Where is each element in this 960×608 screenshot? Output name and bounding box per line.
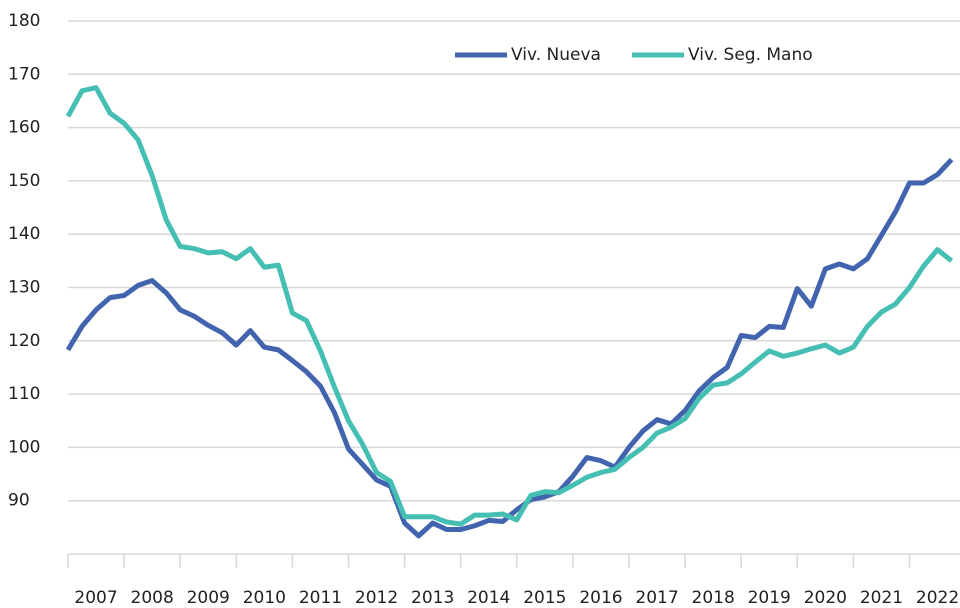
legend-label: Viv. Seg. Mano bbox=[688, 45, 813, 65]
x-tick-label: 2007 bbox=[74, 588, 117, 608]
y-tick-label: 90 bbox=[8, 491, 30, 511]
x-tick-label: 2014 bbox=[467, 588, 510, 608]
x-tick-label: 2011 bbox=[299, 588, 342, 608]
x-tick-label: 2009 bbox=[187, 588, 230, 608]
x-tick-label: 2012 bbox=[355, 588, 398, 608]
x-tick-label: 2022 bbox=[916, 588, 959, 608]
x-tick-label: 2016 bbox=[579, 588, 622, 608]
y-tick-label: 120 bbox=[8, 331, 40, 351]
y-tick-label: 170 bbox=[8, 64, 40, 84]
x-tick-label: 2021 bbox=[860, 588, 903, 608]
y-tick-label: 100 bbox=[8, 437, 40, 457]
x-tick-label: 2008 bbox=[131, 588, 174, 608]
y-tick-label: 140 bbox=[8, 224, 40, 244]
x-tick-label: 2019 bbox=[748, 588, 791, 608]
y-tick-label: 150 bbox=[8, 171, 40, 191]
y-tick-label: 160 bbox=[8, 118, 40, 138]
legend-label: Viv. Nueva bbox=[511, 45, 601, 65]
y-tick-label: 180 bbox=[8, 11, 40, 31]
x-tick-label: 2018 bbox=[692, 588, 735, 608]
x-tick-label: 2015 bbox=[523, 588, 566, 608]
series-line bbox=[65, 85, 954, 527]
y-tick-label: 110 bbox=[8, 384, 40, 404]
x-tick-label: 2020 bbox=[804, 588, 847, 608]
x-tick-label: 2013 bbox=[411, 588, 454, 608]
y-tick-label: 130 bbox=[8, 278, 40, 298]
x-tick-label: 2010 bbox=[243, 588, 286, 608]
x-tick-label: 2017 bbox=[635, 588, 678, 608]
